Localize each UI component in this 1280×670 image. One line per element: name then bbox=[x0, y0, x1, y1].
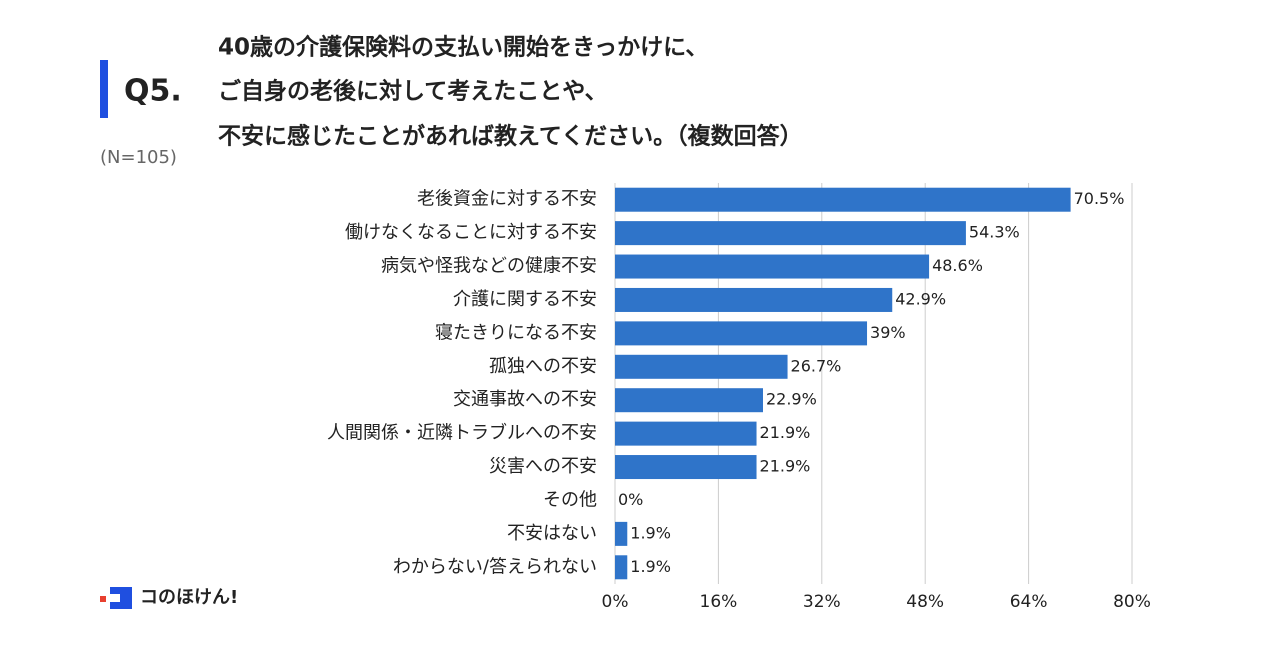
bar bbox=[615, 354, 788, 379]
value-label: 1.9% bbox=[630, 523, 671, 542]
bar bbox=[615, 455, 757, 480]
y-tick-label: 介護に関する不安 bbox=[453, 289, 597, 310]
value-label: 21.9% bbox=[760, 423, 811, 442]
y-tick-label: 老後資金に対する不安 bbox=[417, 189, 597, 210]
title-line: 40歳の介護保険料の支払い開始をきっかけに、 bbox=[218, 34, 708, 61]
sample-note: (N=105) bbox=[100, 147, 177, 168]
y-tick-label: 交通事故への不安 bbox=[453, 389, 597, 410]
value-label: 42.9% bbox=[895, 289, 946, 308]
logo-square bbox=[110, 587, 132, 609]
x-tick-label: 64% bbox=[1010, 592, 1048, 612]
brand-name: コのほけん! bbox=[140, 587, 238, 608]
value-label: 54.3% bbox=[969, 223, 1020, 242]
bar bbox=[615, 321, 868, 346]
bar bbox=[615, 555, 628, 580]
value-label: 26.7% bbox=[791, 356, 842, 375]
value-label: 39% bbox=[870, 323, 906, 342]
value-label: 48.6% bbox=[932, 256, 983, 275]
value-label: 70.5% bbox=[1074, 189, 1125, 208]
bar bbox=[615, 521, 628, 546]
bar bbox=[615, 254, 930, 279]
title-line: 不安に感じたことがあれば教えてください。（複数回答） bbox=[218, 123, 803, 150]
accent-bar bbox=[100, 60, 108, 118]
bar bbox=[615, 421, 757, 446]
x-tick-label: 0% bbox=[602, 592, 629, 612]
bar bbox=[615, 388, 763, 413]
value-label: 0% bbox=[618, 490, 643, 509]
bar bbox=[615, 221, 966, 246]
question-label: Q5. bbox=[124, 74, 182, 109]
y-tick-label: 働けなくなることに対する不安 bbox=[345, 222, 597, 243]
value-label: 1.9% bbox=[630, 557, 671, 576]
x-tick-label: 32% bbox=[803, 592, 841, 612]
value-label: 21.9% bbox=[760, 457, 811, 476]
y-tick-label: 人間関係・近隣トラブルへの不安 bbox=[327, 422, 597, 444]
y-tick-label: わからない/答えられない bbox=[393, 556, 597, 577]
x-tick-label: 48% bbox=[906, 592, 944, 612]
y-tick-label: 病気や怪我などの健康不安 bbox=[381, 256, 597, 277]
y-tick-label: 孤独への不安 bbox=[489, 356, 597, 377]
logo-notch bbox=[106, 594, 120, 602]
x-tick-label: 80% bbox=[1113, 592, 1151, 612]
y-tick-label: 寝たきりになる不安 bbox=[435, 322, 597, 343]
x-tick-label: 16% bbox=[700, 592, 738, 612]
bar bbox=[615, 187, 1071, 212]
value-label: 22.9% bbox=[766, 390, 817, 409]
y-tick-label: 災害への不安 bbox=[489, 456, 597, 477]
title-line: ご自身の老後に対して考えたことや、 bbox=[218, 78, 608, 105]
y-tick-label: 不安はない bbox=[507, 523, 597, 544]
bar bbox=[615, 287, 893, 312]
y-tick-label: その他 bbox=[543, 489, 597, 510]
logo-dot bbox=[100, 596, 106, 602]
